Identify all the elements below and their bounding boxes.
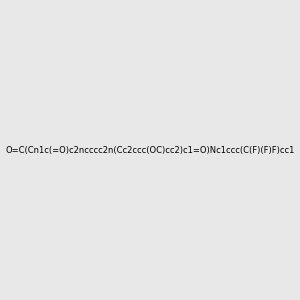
Text: O=C(Cn1c(=O)c2ncccc2n(Cc2ccc(OC)cc2)c1=O)Nc1ccc(C(F)(F)F)cc1: O=C(Cn1c(=O)c2ncccc2n(Cc2ccc(OC)cc2)c1=O… — [5, 146, 295, 154]
